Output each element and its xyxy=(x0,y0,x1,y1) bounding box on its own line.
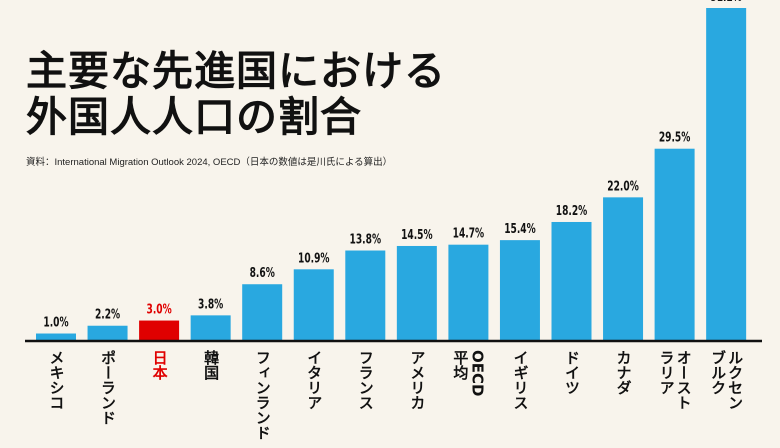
bar xyxy=(654,148,695,340)
category-label: フィンランド xyxy=(253,350,272,440)
category-label: ルクセン ブルク xyxy=(709,350,745,410)
category-label: 日本 xyxy=(150,350,169,380)
category-label: ドイツ xyxy=(563,350,581,395)
category-label: メキシコ xyxy=(47,350,66,410)
data-label: 14.5% xyxy=(401,228,433,243)
category-label: フランス xyxy=(356,350,375,410)
bar xyxy=(551,221,592,340)
bar xyxy=(499,240,540,340)
data-label: 10.9% xyxy=(298,251,330,266)
bar xyxy=(706,8,747,340)
bar xyxy=(139,320,180,340)
source-note: 資料：International Migration Outlook 2024,… xyxy=(26,157,393,168)
data-label: 8.6% xyxy=(250,266,275,281)
bar xyxy=(190,315,231,340)
data-label: 51.2% xyxy=(710,0,742,5)
data-label: 29.5% xyxy=(659,131,691,146)
bar xyxy=(396,245,437,340)
bar xyxy=(87,325,128,340)
bar xyxy=(448,244,489,340)
bar xyxy=(603,197,644,340)
bar xyxy=(242,284,283,340)
category-label: カナダ xyxy=(614,350,633,395)
data-label: 3.0% xyxy=(147,303,172,318)
data-label: 18.2% xyxy=(556,204,588,219)
data-label: 2.2% xyxy=(95,308,120,323)
category-label: アメリカ xyxy=(408,350,427,410)
category-label: 韓国 xyxy=(202,350,221,380)
data-label: 15.4% xyxy=(504,222,536,237)
category-label: OECD 平均 xyxy=(451,350,487,397)
data-label: 1.0% xyxy=(43,316,68,331)
data-label: 14.7% xyxy=(453,227,485,242)
category-label: オースト ラリア xyxy=(657,350,693,410)
chart-title: 主要な先進国における 外国人人口の割合 xyxy=(26,47,446,141)
data-label: 3.8% xyxy=(198,297,223,312)
category-label: ポーランド xyxy=(99,350,118,425)
category-label: イタリア xyxy=(305,350,324,410)
bar xyxy=(293,269,334,340)
bar xyxy=(345,250,386,340)
bar xyxy=(36,333,76,340)
data-label: 13.8% xyxy=(350,233,382,248)
data-label: 22.0% xyxy=(607,179,639,194)
category-label: イギリス xyxy=(511,350,530,410)
